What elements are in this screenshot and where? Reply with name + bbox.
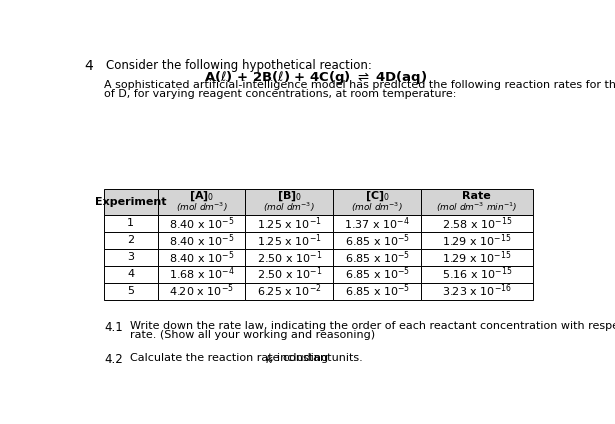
Text: 8.40 x 10$^{-5}$: 8.40 x 10$^{-5}$ xyxy=(169,249,234,265)
Text: 4.2: 4.2 xyxy=(104,354,123,366)
Text: 1.29 x 10$^{-15}$: 1.29 x 10$^{-15}$ xyxy=(442,249,512,265)
Bar xyxy=(104,215,157,232)
Text: Calculate the reaction rate constant: Calculate the reaction rate constant xyxy=(130,354,335,363)
Bar xyxy=(245,283,333,300)
Text: (mol dm$^{-3}$ min$^{-1}$): (mol dm$^{-3}$ min$^{-1}$) xyxy=(436,201,517,214)
Bar xyxy=(245,232,333,249)
Text: 2: 2 xyxy=(127,235,134,245)
Text: Write down the rate law, indicating the order of each reactant concentration wit: Write down the rate law, indicating the … xyxy=(130,321,615,331)
Bar xyxy=(421,232,533,249)
Bar xyxy=(333,283,421,300)
Bar xyxy=(421,249,533,266)
Bar xyxy=(157,249,245,266)
Text: 2.50 x 10$^{-1}$: 2.50 x 10$^{-1}$ xyxy=(256,249,322,265)
Text: of D, for varying reagent concentrations, at room temperature:: of D, for varying reagent concentrations… xyxy=(104,89,456,99)
Text: 4: 4 xyxy=(127,269,134,279)
Bar xyxy=(157,189,245,215)
Text: A sophisticated artificial-intelligence model has predicted the following reacti: A sophisticated artificial-intelligence … xyxy=(104,80,615,90)
Text: 6.85 x 10$^{-5}$: 6.85 x 10$^{-5}$ xyxy=(344,249,410,265)
Bar xyxy=(104,249,157,266)
Bar xyxy=(333,215,421,232)
Text: Experiment: Experiment xyxy=(95,197,167,207)
Text: 4.1: 4.1 xyxy=(104,321,123,334)
Bar xyxy=(421,266,533,283)
Bar xyxy=(333,249,421,266)
Bar xyxy=(333,266,421,283)
Bar xyxy=(245,215,333,232)
Text: 3: 3 xyxy=(127,252,134,262)
Bar xyxy=(157,283,245,300)
Text: $k$: $k$ xyxy=(265,354,274,365)
Text: 1.25 x 10$^{-1}$: 1.25 x 10$^{-1}$ xyxy=(257,215,322,232)
Text: 5: 5 xyxy=(127,286,134,296)
Text: 2.58 x 10$^{-15}$: 2.58 x 10$^{-15}$ xyxy=(442,215,512,232)
Bar xyxy=(104,232,157,249)
Text: , including units.: , including units. xyxy=(271,354,363,363)
Text: 1: 1 xyxy=(127,218,134,229)
Bar xyxy=(421,283,533,300)
Bar xyxy=(157,266,245,283)
Text: (mol dm$^{-3}$): (mol dm$^{-3}$) xyxy=(263,201,315,214)
Text: (mol dm$^{-3}$): (mol dm$^{-3}$) xyxy=(351,201,403,214)
Text: 5.16 x 10$^{-15}$: 5.16 x 10$^{-15}$ xyxy=(442,266,512,282)
Bar xyxy=(104,283,157,300)
Text: 1.29 x 10$^{-15}$: 1.29 x 10$^{-15}$ xyxy=(442,232,512,248)
Text: 8.40 x 10$^{-5}$: 8.40 x 10$^{-5}$ xyxy=(169,215,234,232)
Bar xyxy=(157,232,245,249)
Bar xyxy=(421,215,533,232)
Text: 4.20 x 10$^{-5}$: 4.20 x 10$^{-5}$ xyxy=(169,283,234,299)
Text: 6.85 x 10$^{-5}$: 6.85 x 10$^{-5}$ xyxy=(344,232,410,248)
Bar xyxy=(421,189,533,215)
Text: rate. (Show all your working and reasoning): rate. (Show all your working and reasoni… xyxy=(130,330,375,340)
Bar xyxy=(157,215,245,232)
Text: 8.40 x 10$^{-5}$: 8.40 x 10$^{-5}$ xyxy=(169,232,234,248)
Text: 6.25 x 10$^{-2}$: 6.25 x 10$^{-2}$ xyxy=(257,283,322,299)
Bar xyxy=(245,249,333,266)
Bar xyxy=(104,189,157,215)
Text: [C]$_0$: [C]$_0$ xyxy=(365,189,390,203)
Text: 4: 4 xyxy=(85,59,93,73)
Text: 1.25 x 10$^{-1}$: 1.25 x 10$^{-1}$ xyxy=(257,232,322,248)
Text: 2.50 x 10$^{-1}$: 2.50 x 10$^{-1}$ xyxy=(256,266,322,282)
Text: A($\ell$) + 2B($\ell$) + 4C(g) $\rightleftharpoons$ 4D(aq): A($\ell$) + 2B($\ell$) + 4C(g) $\rightle… xyxy=(204,69,427,86)
Text: (mol dm$^{-3}$): (mol dm$^{-3}$) xyxy=(175,201,228,214)
Text: 1.37 x 10$^{-4}$: 1.37 x 10$^{-4}$ xyxy=(344,215,410,232)
Bar xyxy=(245,266,333,283)
Text: 3.23 x 10$^{-16}$: 3.23 x 10$^{-16}$ xyxy=(442,283,512,299)
Text: 1.68 x 10$^{-4}$: 1.68 x 10$^{-4}$ xyxy=(169,266,234,282)
Bar xyxy=(333,232,421,249)
Text: [B]$_0$: [B]$_0$ xyxy=(277,189,302,203)
Text: Rate: Rate xyxy=(462,191,491,201)
Bar xyxy=(104,266,157,283)
Text: [A]$_0$: [A]$_0$ xyxy=(189,189,214,203)
Bar xyxy=(333,189,421,215)
Bar xyxy=(245,189,333,215)
Text: 6.85 x 10$^{-5}$: 6.85 x 10$^{-5}$ xyxy=(344,266,410,282)
Text: 6.85 x 10$^{-5}$: 6.85 x 10$^{-5}$ xyxy=(344,283,410,299)
Text: Consider the following hypothetical reaction:: Consider the following hypothetical reac… xyxy=(106,59,372,72)
